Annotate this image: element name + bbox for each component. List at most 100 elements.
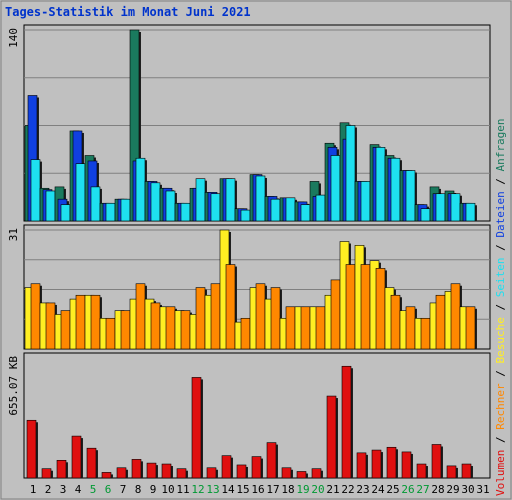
bar-volumen-day-26 — [401, 451, 412, 479]
legend-separator: / — [494, 430, 507, 450]
x-tick-label-7: 7 — [120, 483, 127, 496]
x-tick-label-13: 13 — [206, 483, 219, 496]
bar-seiten-day-17 — [270, 198, 281, 222]
y-axis-max-label: 655.07 KB — [7, 356, 20, 416]
bar-volumen-day-27 — [416, 463, 427, 479]
legend-entry-dateien: Dateien — [494, 191, 507, 237]
bar-rechner-day-17 — [270, 287, 281, 350]
x-tick-label-29: 29 — [446, 483, 459, 496]
bar-seiten-day-24 — [375, 147, 386, 222]
legend-separator: / — [494, 364, 507, 384]
bar-rechner-day-12 — [195, 287, 206, 350]
bar-rechner-day-3 — [60, 310, 71, 350]
bar-rechner-day-13 — [210, 283, 221, 350]
bar-rechner-day-18 — [285, 306, 296, 350]
bar-volumen-day-8 — [131, 459, 142, 479]
bar-rechner-day-19 — [300, 306, 311, 350]
legend-entry-volumen: Volumen — [494, 450, 507, 496]
bar-seiten-day-1 — [30, 159, 41, 222]
bar-seiten-day-11 — [180, 202, 191, 222]
bar-seiten-day-21 — [330, 155, 341, 222]
bar-rechner-day-21 — [330, 279, 341, 350]
legend-separator: / — [494, 238, 507, 258]
x-tick-label-3: 3 — [60, 483, 67, 496]
bar-volumen-day-16 — [251, 456, 262, 479]
bar-volumen-day-30 — [461, 463, 472, 479]
bar-volumen-day-20 — [311, 468, 322, 479]
bar-seiten-day-29 — [450, 193, 461, 222]
bar-seiten-day-2 — [45, 190, 56, 222]
bar-volumen-day-1 — [26, 419, 37, 479]
x-tick-label-21: 21 — [326, 483, 339, 496]
bar-volumen-day-12 — [191, 377, 202, 479]
x-tick-label-1: 1 — [30, 483, 37, 496]
y-axis-max-label: 31 — [7, 228, 20, 241]
x-tick-label-12: 12 — [191, 483, 204, 496]
bar-seiten-day-15 — [240, 209, 251, 222]
x-tick-label-8: 8 — [135, 483, 142, 496]
x-tick-label-18: 18 — [281, 483, 294, 496]
x-tick-label-11: 11 — [176, 483, 189, 496]
bar-seiten-day-4 — [75, 163, 86, 222]
bar-volumen-day-6 — [101, 472, 112, 479]
x-tick-label-15: 15 — [236, 483, 249, 496]
bar-rechner-day-25 — [390, 294, 401, 350]
x-tick-label-24: 24 — [371, 483, 385, 496]
bar-volumen-day-13 — [206, 467, 217, 479]
bar-volumen-day-4 — [71, 435, 82, 479]
x-tick-label-10: 10 — [161, 483, 174, 496]
bar-seiten-day-22 — [345, 125, 356, 222]
bar-rechner-day-4 — [75, 294, 86, 350]
bar-volumen-day-21 — [326, 395, 337, 479]
bar-rechner-day-24 — [375, 268, 386, 350]
bar-seiten-day-25 — [390, 157, 401, 222]
bar-rechner-day-26 — [405, 306, 416, 350]
x-tick-label-31: 31 — [476, 483, 489, 496]
x-tick-label-25: 25 — [386, 483, 399, 496]
bar-rechner-day-29 — [450, 283, 461, 350]
bar-rechner-day-20 — [315, 306, 326, 350]
bar-rechner-day-6 — [105, 317, 116, 350]
x-tick-label-14: 14 — [221, 483, 235, 496]
legend-separator: / — [494, 297, 507, 317]
bar-rechner-day-10 — [165, 306, 176, 350]
bar-volumen-day-17 — [266, 442, 277, 479]
bar-volumen-day-11 — [176, 468, 187, 479]
legend-entry-anfragen: Anfragen — [494, 118, 507, 171]
x-tick-label-6: 6 — [105, 483, 112, 496]
bar-volumen-day-22 — [341, 365, 352, 479]
bar-rechner-day-5 — [90, 294, 101, 350]
bar-volumen-day-3 — [56, 460, 67, 479]
bar-rechner-day-7 — [120, 310, 131, 350]
bar-volumen-day-29 — [446, 465, 457, 479]
bar-volumen-day-25 — [386, 446, 397, 479]
bar-seiten-day-16 — [255, 175, 266, 222]
bar-seiten-day-23 — [360, 181, 371, 222]
x-tick-label-28: 28 — [431, 483, 444, 496]
chart-title: Tages-Statistik im Monat Juni 2021 — [5, 5, 251, 19]
bar-rechner-day-11 — [180, 310, 191, 350]
bar-volumen-day-15 — [236, 464, 247, 479]
x-tick-label-19: 19 — [296, 483, 309, 496]
x-tick-label-30: 30 — [461, 483, 474, 496]
bar-rechner-day-2 — [45, 302, 56, 350]
bar-seiten-day-26 — [405, 170, 416, 222]
bar-rechner-day-27 — [420, 317, 431, 350]
bar-seiten-day-30 — [465, 202, 476, 222]
bar-rechner-day-16 — [255, 283, 266, 350]
bar-volumen-day-23 — [356, 452, 367, 479]
bar-rechner-day-23 — [360, 264, 371, 350]
bar-seiten-day-5 — [90, 186, 101, 222]
x-tick-label-17: 17 — [266, 483, 279, 496]
x-tick-label-26: 26 — [401, 483, 414, 496]
x-tick-label-16: 16 — [251, 483, 264, 496]
x-tick-label-5: 5 — [90, 483, 97, 496]
legend-separator: / — [494, 171, 507, 191]
y-axis-max-label: 140 — [7, 28, 20, 48]
bar-seiten-day-27 — [420, 208, 431, 222]
x-tick-label-23: 23 — [356, 483, 369, 496]
legend-entry-rechner: Rechner — [494, 383, 507, 430]
bar-seiten-day-7 — [120, 198, 131, 222]
x-tick-label-2: 2 — [45, 483, 52, 496]
